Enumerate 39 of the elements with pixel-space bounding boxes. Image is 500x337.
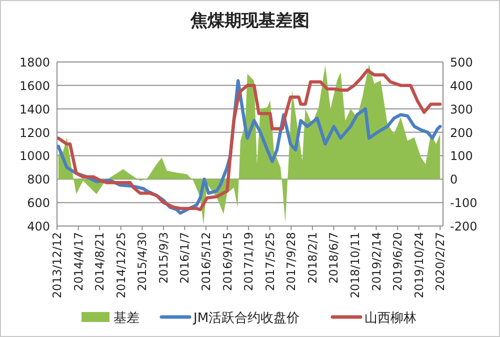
- y2-tick-label: 300: [450, 102, 473, 116]
- y-tick-label: 400: [27, 220, 50, 234]
- x-tick-label: 2014/4/17: [71, 232, 86, 291]
- y-tick-label: 1400: [19, 102, 50, 116]
- x-tick-label: 2018/10/11: [348, 232, 362, 298]
- x-tick-label: 2016/5/12: [198, 232, 213, 291]
- x-tick-label: 2017/9/28: [284, 232, 298, 291]
- x-tick-label: 2018/6/7: [326, 232, 341, 284]
- y2-tick-label: -200: [450, 220, 478, 234]
- x-tick-label: 2019/10/24: [412, 232, 426, 298]
- x-tick-label: 2017/5/25: [262, 232, 277, 291]
- x-tick-label: 2013/12/12: [50, 232, 64, 298]
- y-tick-label: 1600: [19, 78, 50, 93]
- x-tick-label: 2018/2/1: [305, 232, 320, 284]
- legend-label: 基差: [114, 311, 140, 326]
- x-tick-label: 2020/2/27: [433, 232, 448, 291]
- y2-tick-label: 0: [450, 172, 458, 187]
- chart-title: 焦煤期现基差图: [190, 11, 310, 31]
- y-tick-label: 1000: [19, 149, 50, 164]
- y-tick-label: 1800: [19, 56, 50, 70]
- y2-tick-label: 200: [450, 126, 473, 140]
- x-tick-label: 2015/9/3: [156, 232, 170, 284]
- y-tick-label: 1200: [19, 126, 50, 140]
- legend-label: 山西柳林: [364, 311, 416, 326]
- x-tick-label: 2016/9/15: [220, 232, 234, 291]
- y2-tick-label: 100: [450, 149, 473, 164]
- y-tick-label: 600: [27, 196, 50, 210]
- legend-label: JM活跃合约收盘价: [192, 311, 300, 326]
- x-tick-label: 2017/1/19: [242, 232, 256, 291]
- x-tick-label: 2014/12/25: [114, 232, 128, 298]
- x-tick-label: 2016/1/7: [178, 232, 192, 284]
- x-tick-label: 2014/8/21: [92, 232, 107, 291]
- y2-tick-label: 500: [450, 56, 473, 70]
- y2-tick-label: 400: [450, 78, 473, 93]
- x-tick-label: 2019/2/14: [369, 232, 384, 291]
- x-tick-label: 2015/4/30: [135, 232, 150, 291]
- y-tick-label: 800: [27, 172, 50, 187]
- y2-tick-label: -100: [450, 196, 478, 210]
- x-tick-label: 2019/6/20: [390, 232, 405, 291]
